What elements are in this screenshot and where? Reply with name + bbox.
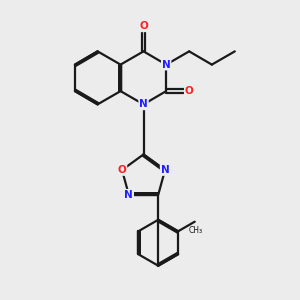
Text: N: N [162, 60, 171, 70]
Text: N: N [160, 165, 169, 175]
Text: O: O [118, 165, 126, 175]
Text: O: O [185, 86, 194, 96]
Text: N: N [124, 190, 133, 200]
Text: N: N [139, 99, 148, 110]
Text: O: O [139, 21, 148, 31]
Text: CH₃: CH₃ [188, 226, 202, 235]
